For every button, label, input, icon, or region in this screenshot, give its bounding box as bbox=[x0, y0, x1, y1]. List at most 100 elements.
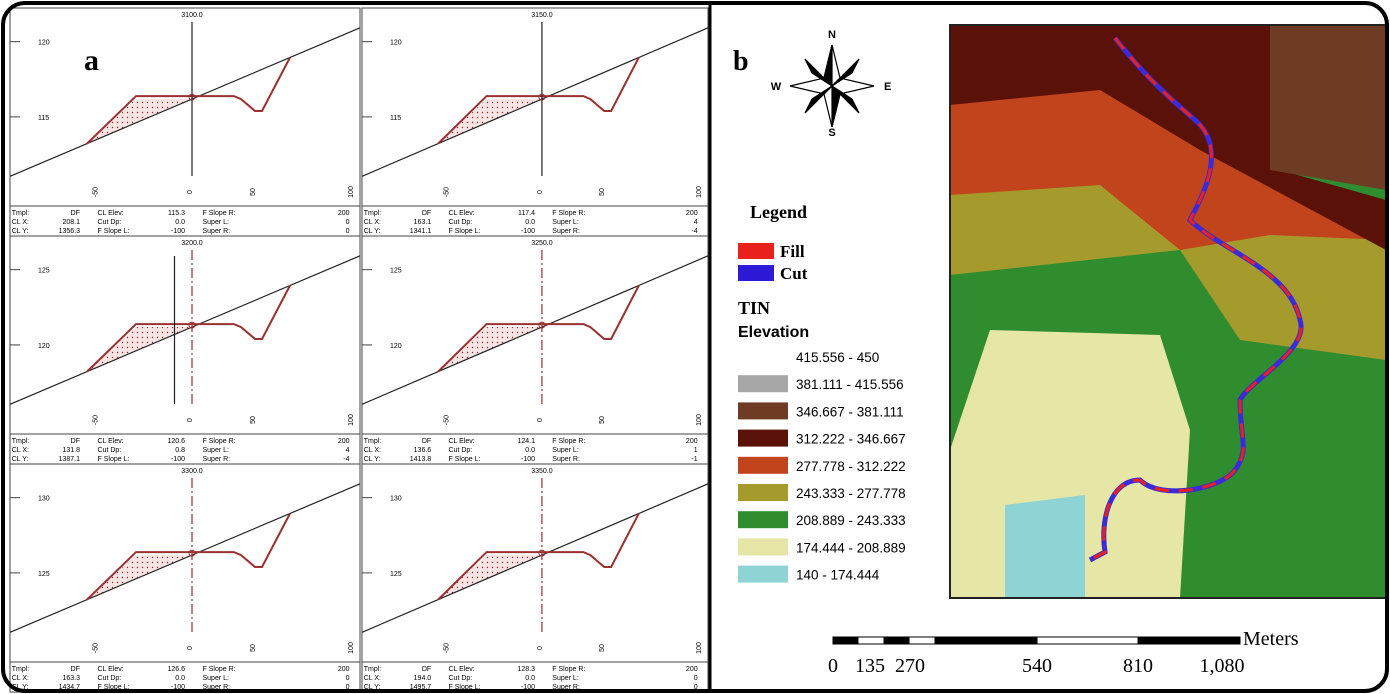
info-label: F Slope L: bbox=[449, 684, 481, 691]
info-value: 194.0 bbox=[414, 675, 432, 682]
legend-label: Fill bbox=[780, 242, 805, 261]
info-label: CL Elev: bbox=[98, 210, 124, 217]
info-label: CL Elev: bbox=[98, 438, 124, 445]
info-value: 0.0 bbox=[175, 219, 185, 226]
legend-label: 174.444 - 208.889 bbox=[796, 540, 906, 555]
info-value: 124.1 bbox=[517, 438, 535, 445]
info-value: 0 bbox=[346, 228, 350, 235]
info-value: 208.1 bbox=[62, 219, 80, 226]
info-value: 163.1 bbox=[414, 219, 432, 226]
info-value: -100 bbox=[171, 684, 185, 691]
info-label: Super L: bbox=[203, 219, 230, 226]
legend-swatch bbox=[738, 538, 788, 556]
info-label: Cut Dp: bbox=[449, 447, 473, 454]
info-label: CL X: bbox=[12, 219, 29, 226]
design-template bbox=[437, 513, 640, 601]
cross-section: 3250.0 125 120 -50 0 50 100 Tmpl: DF CL Elev: 124.… bbox=[361, 235, 709, 465]
legend-label: 140 - 174.444 bbox=[796, 568, 880, 583]
info-value: DF bbox=[71, 210, 80, 217]
elevation-zone bbox=[950, 60, 1386, 250]
info-label: Super R: bbox=[552, 684, 580, 691]
elevation-zone bbox=[1270, 25, 1386, 190]
x-tick-label: -50 bbox=[444, 643, 451, 653]
info-label: CL Y: bbox=[364, 228, 381, 235]
info-label: Super R: bbox=[552, 228, 580, 235]
info-value: 200 bbox=[686, 666, 698, 673]
info-value: 1387.1 bbox=[59, 456, 81, 463]
info-value: -100 bbox=[521, 228, 535, 235]
panel-label: b bbox=[733, 46, 749, 77]
info-value: 200 bbox=[686, 438, 698, 445]
station-label: 3350.0 bbox=[531, 468, 553, 475]
info-label: Cut Dp: bbox=[98, 219, 122, 226]
y-tick-label: 125 bbox=[390, 268, 402, 275]
cross-section: 3300.0 130 125 -50 0 50 100 Tmpl: DF CL Elev: 126.… bbox=[9, 463, 361, 693]
x-tick-label: 100 bbox=[348, 186, 355, 198]
hinge-point bbox=[188, 93, 196, 101]
legend-label: Cut bbox=[780, 264, 808, 283]
scale-segment bbox=[934, 636, 1038, 645]
ground-line bbox=[9, 255, 361, 405]
y-tick-label: 130 bbox=[38, 496, 50, 503]
legend-label: 346.667 - 381.111 bbox=[796, 404, 904, 419]
info-value: 4 bbox=[346, 447, 350, 454]
info-value: 0.8 bbox=[175, 447, 185, 454]
info-value: 0 bbox=[346, 219, 350, 226]
info-value: 0 bbox=[694, 684, 698, 691]
legend-swatch bbox=[738, 375, 788, 393]
info-value: -100 bbox=[521, 456, 535, 463]
x-tick-label: 0 bbox=[187, 190, 194, 194]
station-label: 3200.0 bbox=[181, 240, 203, 247]
compass-label: N bbox=[828, 29, 836, 41]
info-label: CL Y: bbox=[12, 456, 29, 463]
x-tick-label: -50 bbox=[93, 643, 100, 653]
info-label: F Slope R: bbox=[552, 210, 585, 217]
station-label: 3150.0 bbox=[531, 12, 553, 19]
info-label: Cut Dp: bbox=[449, 219, 473, 226]
x-tick-label: 50 bbox=[599, 188, 606, 196]
scale-segment bbox=[1137, 636, 1241, 645]
x-tick-label: 50 bbox=[250, 644, 257, 652]
cross-section: 3350.0 130 125 -50 0 50 100 Tmpl: DF CL Elev: 128.… bbox=[361, 463, 709, 693]
info-label: F Slope L: bbox=[98, 456, 130, 463]
legend: Fill Cut 415.556 - 450 381.111 - 415.556 346… bbox=[738, 242, 906, 583]
info-label: Tmpl: bbox=[12, 210, 30, 217]
info-label: F Slope L: bbox=[98, 228, 130, 235]
legend-title: Legend bbox=[750, 202, 807, 222]
info-value: 120.6 bbox=[167, 438, 185, 445]
info-label: Cut Dp: bbox=[449, 675, 473, 682]
info-value: 1 bbox=[694, 447, 698, 454]
y-tick-label: 125 bbox=[390, 571, 402, 578]
scale-segment bbox=[908, 636, 936, 645]
section-frame bbox=[9, 235, 361, 465]
x-tick-label: 100 bbox=[696, 186, 703, 198]
legend-swatch bbox=[738, 348, 788, 365]
legend-swatch bbox=[738, 429, 788, 447]
info-label: Tmpl: bbox=[364, 666, 382, 673]
scale-bar: 0 135 270 540 810 1,080 bbox=[828, 636, 1245, 677]
scale-label: 1,080 bbox=[1200, 655, 1245, 677]
info-label: Cut Dp: bbox=[98, 675, 122, 682]
info-value: 1341.1 bbox=[410, 228, 432, 235]
hinge-point bbox=[538, 93, 546, 101]
info-value: DF bbox=[71, 438, 80, 445]
info-label: F Slope L: bbox=[449, 228, 481, 235]
info-label: CL Y: bbox=[364, 456, 381, 463]
hinge-point bbox=[188, 549, 196, 557]
legend-subtitle: TIN bbox=[738, 298, 770, 318]
x-tick-label: 100 bbox=[696, 414, 703, 426]
station-label: 3300.0 bbox=[181, 468, 203, 475]
info-label: Tmpl: bbox=[364, 210, 382, 217]
info-value: -100 bbox=[171, 456, 185, 463]
info-label: CL X: bbox=[364, 447, 381, 454]
info-value: -100 bbox=[521, 684, 535, 691]
legend-subtitle: Elevation bbox=[738, 324, 809, 341]
hinge-point bbox=[538, 321, 546, 329]
x-tick-label: 50 bbox=[599, 416, 606, 424]
info-value: 128.3 bbox=[517, 666, 535, 673]
info-value: DF bbox=[422, 438, 431, 445]
info-value: -4 bbox=[691, 228, 697, 235]
x-tick-label: 0 bbox=[187, 418, 194, 422]
scale-segment bbox=[883, 636, 910, 645]
